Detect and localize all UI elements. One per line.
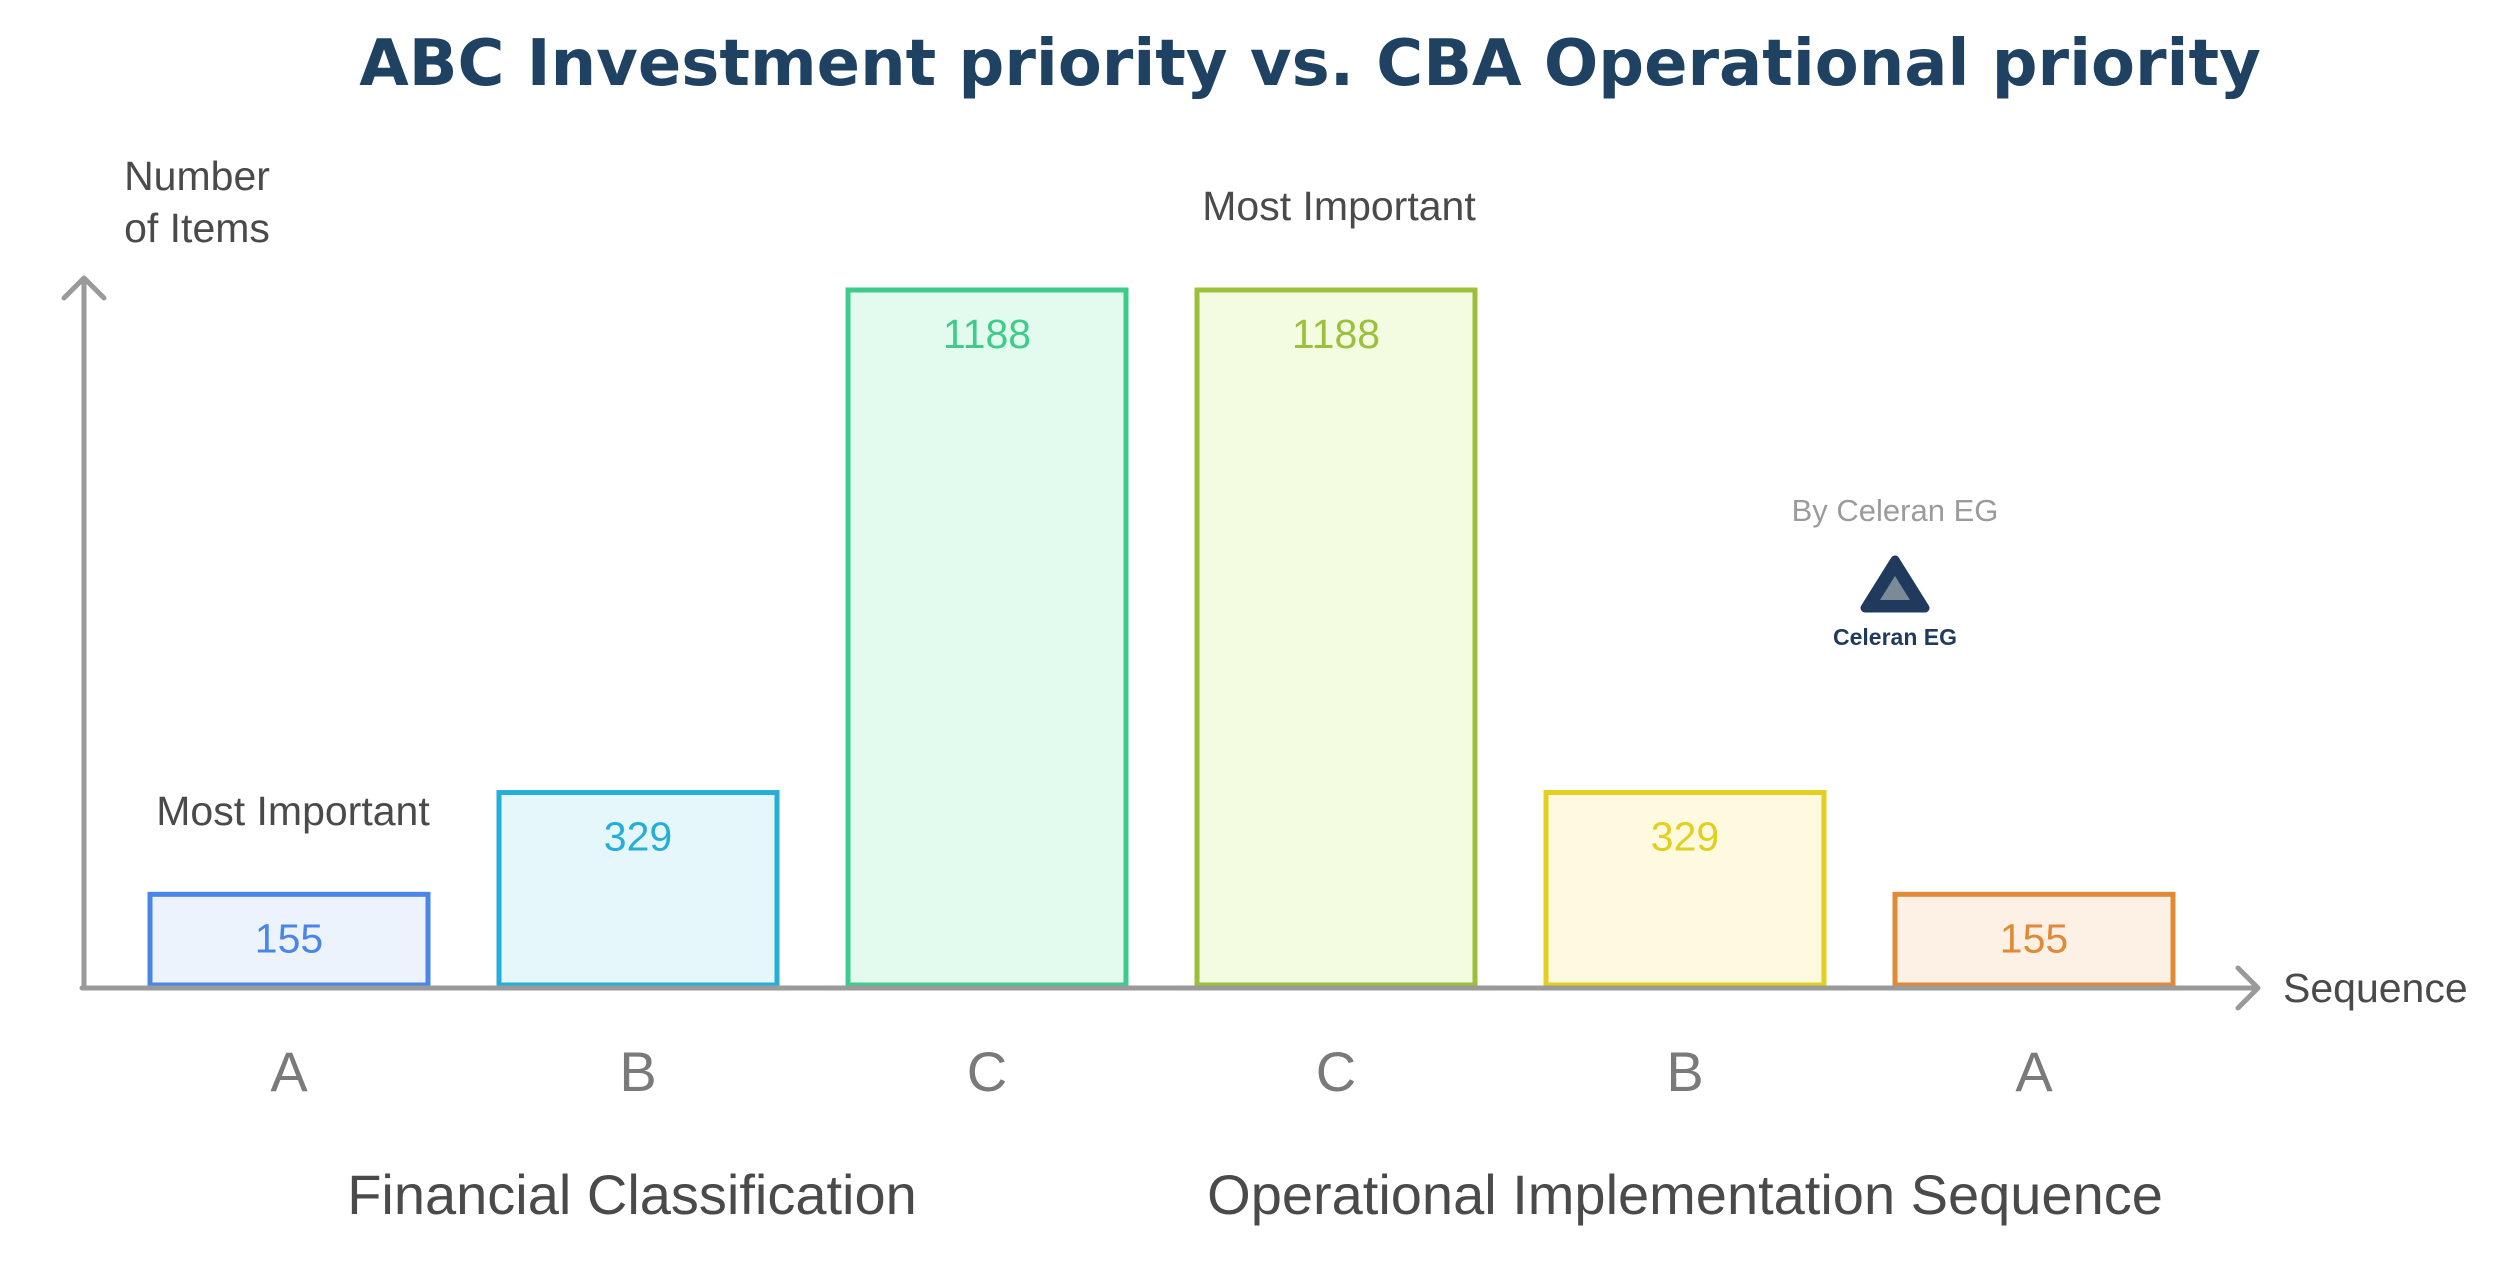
bar-2 bbox=[496, 790, 780, 988]
x-tick-label-2: B bbox=[619, 1040, 656, 1103]
bar-value-label-2: 329 bbox=[604, 814, 672, 860]
watermark-byline: By Celeran EG bbox=[1792, 493, 1999, 528]
x-tick-label-5: B bbox=[1666, 1040, 1703, 1103]
annotation-most-important-operational: Most Important bbox=[1202, 183, 1476, 229]
x-tick-label-1: A bbox=[270, 1040, 308, 1103]
group-label-financial: Financial Classification bbox=[347, 1163, 917, 1226]
chart-title: ABC Investment priority vs. CBA Operatio… bbox=[359, 27, 2261, 101]
y-axis-arrow-icon bbox=[61, 275, 107, 301]
x-axis-arrow-icon bbox=[2235, 965, 2261, 1011]
x-tick-label-6: A bbox=[2015, 1040, 2053, 1103]
triangle-logo-icon bbox=[1860, 555, 1930, 613]
bar-value-label-1: 155 bbox=[255, 915, 323, 961]
bars-layer: 155 329 1188 1188 329 155 bbox=[147, 287, 2176, 988]
bar-6 bbox=[1892, 891, 2176, 988]
x-axis-label: Sequence bbox=[2283, 965, 2468, 1011]
bar-3 bbox=[845, 287, 1129, 988]
group-label-operational: Operational Implementation Sequence bbox=[1207, 1163, 2163, 1226]
bar-value-label-4: 1188 bbox=[1292, 311, 1380, 357]
x-tick-label-3: C bbox=[967, 1040, 1007, 1103]
bar-1 bbox=[147, 891, 431, 988]
bar-4 bbox=[1194, 287, 1478, 988]
y-axis-label-line-2: of Items bbox=[124, 205, 270, 251]
bar-value-label-5: 329 bbox=[1651, 814, 1719, 860]
x-tick-label-4: C bbox=[1316, 1040, 1356, 1103]
bar-value-label-6: 155 bbox=[2000, 915, 2068, 961]
watermark-brand: Celeran EG bbox=[1833, 624, 1957, 650]
bar-5 bbox=[1543, 790, 1827, 988]
y-axis-label-line-1: Number bbox=[124, 153, 270, 199]
bar-value-label-3: 1188 bbox=[943, 311, 1031, 357]
annotation-most-important-financial: Most Important bbox=[156, 788, 430, 834]
